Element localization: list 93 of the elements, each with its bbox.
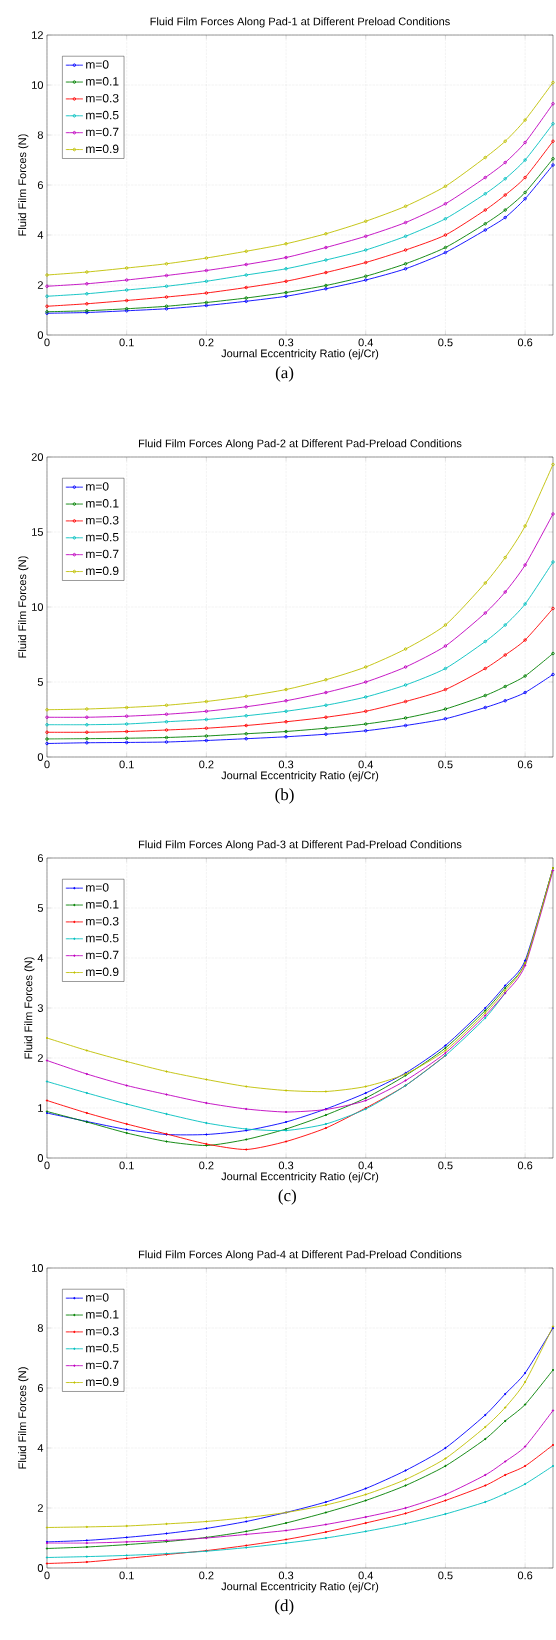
x-tick-label: 0.6 bbox=[517, 1571, 533, 1580]
x-tick-label: 0.4 bbox=[358, 338, 374, 347]
x-tick-label: 0.1 bbox=[119, 1161, 134, 1170]
legend-label: m=0.7 bbox=[86, 127, 119, 137]
legend-label: m=0.9 bbox=[86, 566, 119, 576]
x-tick-label: 0.1 bbox=[119, 1571, 134, 1580]
y-axis-title: Fluid Film Forces (N) bbox=[24, 957, 35, 1059]
y-tick-label: 0 bbox=[37, 331, 44, 339]
legend-label: m=0.9 bbox=[86, 1377, 119, 1387]
chart-title: Fluid Film Forces Along Pad-4 at Different Pad-Preload Conditions bbox=[138, 1250, 462, 1261]
x-tick-label: 0.2 bbox=[199, 1571, 214, 1580]
x-tick-label: 0.3 bbox=[278, 760, 294, 769]
x-tick-label: 0 bbox=[44, 1571, 50, 1580]
y-tick-label: 6 bbox=[37, 1384, 43, 1392]
text: (b) bbox=[275, 788, 294, 804]
x-axis-title: Journal Eccentricity Ratio (ej/Cr) bbox=[221, 1172, 379, 1183]
y-tick-label: 5 bbox=[37, 678, 43, 686]
legend-label: m=0.1 bbox=[86, 77, 119, 86]
chart-title: Fluid Film Forces Along Pad-1 at Different Preload Conditions bbox=[150, 17, 450, 28]
legend-label: m=0 bbox=[86, 1293, 109, 1302]
y-tick-label: 6 bbox=[37, 854, 43, 862]
legend-label: m=0.3 bbox=[86, 1326, 119, 1336]
y-tick-label: 5 bbox=[37, 904, 43, 912]
legend-label: m=0.5 bbox=[86, 1343, 119, 1353]
y-tick-label: 2 bbox=[37, 281, 43, 289]
x-tick-label: 0.4 bbox=[358, 760, 374, 769]
legend-label: m=0.3 bbox=[86, 515, 119, 525]
y-tick-label: 0 bbox=[37, 753, 44, 761]
legend-label: m=0.1 bbox=[86, 499, 119, 508]
x-tick-label: 0.2 bbox=[199, 1161, 214, 1170]
x-tick-label: 0.3 bbox=[278, 1571, 294, 1580]
x-tick-label: 0.2 bbox=[199, 338, 214, 347]
legend-label: m=0.1 bbox=[86, 1310, 119, 1319]
legend-label: m=0.7 bbox=[86, 1360, 119, 1370]
y-tick-label: 0 bbox=[37, 1154, 44, 1162]
x-axis-title: Journal Eccentricity Ratio (ej/Cr) bbox=[221, 349, 379, 360]
x-tick-label: 0.6 bbox=[517, 338, 533, 347]
y-tick-label: 2 bbox=[37, 1054, 43, 1062]
y-tick-label: 8 bbox=[37, 131, 43, 139]
y-axis-title: Fluid Film Forces (N) bbox=[18, 1367, 29, 1469]
legend-label: m=0.5 bbox=[86, 532, 119, 542]
x-tick-label: 0.6 bbox=[517, 760, 533, 769]
x-tick-label: 0.4 bbox=[358, 1161, 374, 1170]
x-tick-label: 0.1 bbox=[119, 338, 134, 347]
y-axis-title: Fluid Film Forces (N) bbox=[18, 134, 29, 236]
y-tick-label: 6 bbox=[37, 181, 43, 189]
x-tick-label: 0.5 bbox=[438, 338, 453, 347]
y-tick-label: 4 bbox=[37, 231, 44, 239]
legend-label: m=0.9 bbox=[86, 144, 119, 154]
y-tick-label: 8 bbox=[37, 1324, 43, 1332]
text: (a) bbox=[275, 366, 294, 382]
x-tick-label: 0 bbox=[44, 760, 50, 769]
x-axis-title: Journal Eccentricity Ratio (ej/Cr) bbox=[221, 1582, 379, 1593]
y-tick-label: 12 bbox=[32, 31, 43, 39]
legend-label: m=0.5 bbox=[86, 933, 119, 943]
legend-label: m=0.7 bbox=[86, 950, 119, 960]
legend-label: m=0.3 bbox=[86, 93, 119, 103]
y-tick-label: 0 bbox=[37, 1564, 44, 1572]
x-tick-label: 0.4 bbox=[358, 1571, 374, 1580]
y-tick-label: 10 bbox=[32, 603, 44, 611]
x-tick-label: 0.5 bbox=[438, 1571, 453, 1580]
legend-label: m=0.9 bbox=[86, 967, 119, 977]
x-tick-label: 0 bbox=[44, 338, 50, 347]
x-tick-label: 0.3 bbox=[278, 1161, 294, 1170]
y-tick-label: 15 bbox=[32, 528, 43, 536]
y-tick-label: 4 bbox=[37, 954, 44, 962]
x-tick-label: 0.1 bbox=[119, 760, 134, 769]
legend-label: m=0.5 bbox=[86, 110, 119, 120]
x-tick-label: 0.5 bbox=[438, 1161, 453, 1170]
y-tick-label: 2 bbox=[37, 1504, 43, 1512]
legend-label: m=0.1 bbox=[86, 900, 119, 909]
x-tick-label: 0.2 bbox=[199, 760, 214, 769]
y-tick-label: 4 bbox=[37, 1444, 44, 1452]
chart-title: Fluid Film Forces Along Pad-2 at Different Pad-Preload Conditions bbox=[138, 439, 462, 450]
legend-label: m=0.7 bbox=[86, 549, 119, 559]
legend-label: m=0.3 bbox=[86, 916, 119, 926]
x-tick-label: 0.3 bbox=[278, 338, 294, 347]
x-tick-label: 0.6 bbox=[517, 1161, 533, 1170]
legend-label: m=0 bbox=[86, 60, 109, 69]
y-tick-label: 20 bbox=[31, 453, 44, 461]
text: (c) bbox=[278, 1189, 296, 1205]
y-tick-label: 3 bbox=[37, 1004, 43, 1012]
text: (d) bbox=[275, 1599, 294, 1615]
x-tick-label: 0 bbox=[44, 1161, 50, 1170]
y-tick-label: 10 bbox=[32, 81, 44, 89]
legend-label: m=0 bbox=[86, 883, 109, 892]
x-tick-label: 0.5 bbox=[438, 760, 453, 769]
y-tick-label: 10 bbox=[32, 1264, 44, 1272]
chart-title: Fluid Film Forces Along Pad-3 at Different Pad-Preload Conditions bbox=[138, 840, 462, 851]
y-tick-label: 1 bbox=[38, 1104, 43, 1112]
x-axis-title: Journal Eccentricity Ratio (ej/Cr) bbox=[221, 771, 379, 782]
y-axis-title: Fluid Film Forces (N) bbox=[18, 556, 29, 658]
legend-label: m=0 bbox=[86, 482, 109, 491]
